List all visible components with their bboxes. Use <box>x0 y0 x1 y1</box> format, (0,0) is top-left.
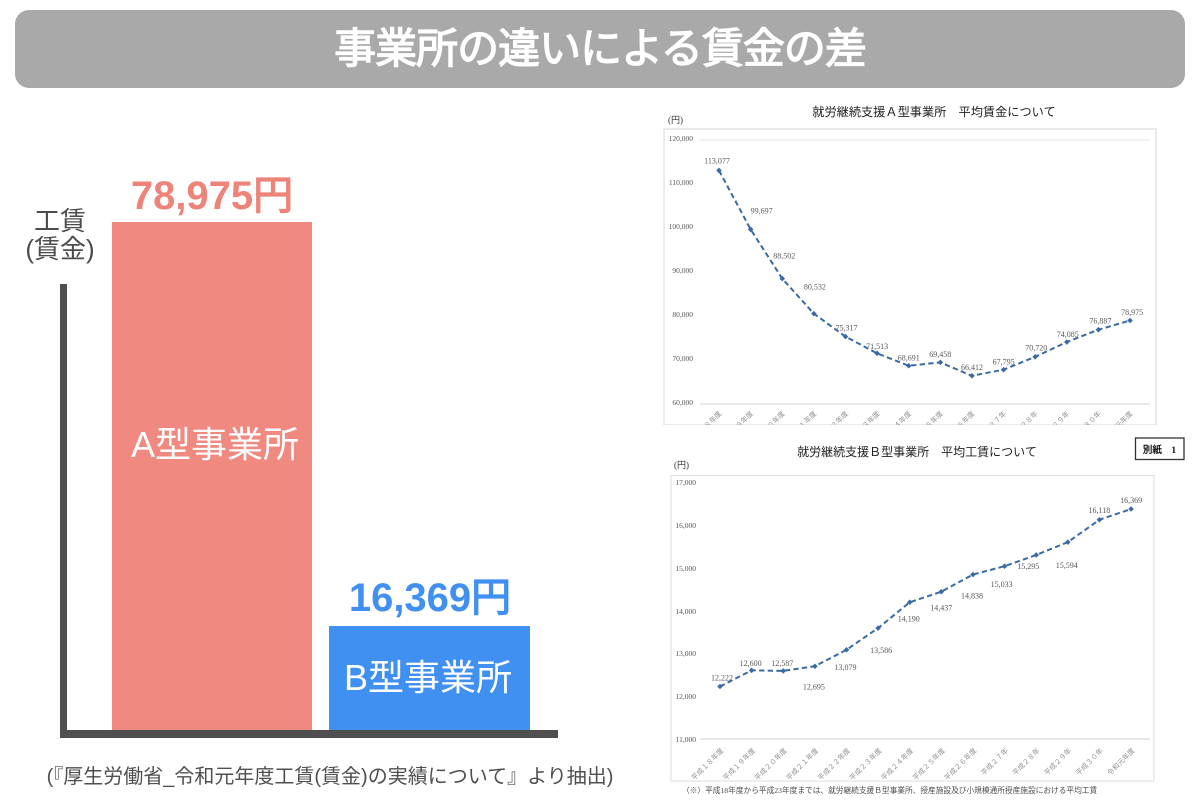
svg-text:別紙 1: 別紙 1 <box>1142 444 1177 456</box>
svg-text:(円): (円) <box>674 460 689 470</box>
svg-text:14,838: 14,838 <box>961 592 983 601</box>
svg-text:78,975: 78,975 <box>1121 308 1143 317</box>
svg-text:16,000: 16,000 <box>675 521 696 530</box>
svg-text:90,000: 90,000 <box>672 266 693 275</box>
svg-text:(円): (円) <box>668 115 683 125</box>
svg-text:88,502: 88,502 <box>773 252 795 261</box>
svg-text:16,118: 16,118 <box>1089 506 1111 515</box>
svg-text:15,033: 15,033 <box>991 580 1013 589</box>
svg-text:14,000: 14,000 <box>675 607 696 616</box>
svg-text:70,000: 70,000 <box>672 354 693 363</box>
svg-text:13,079: 13,079 <box>835 663 857 672</box>
svg-text:12,695: 12,695 <box>803 682 825 691</box>
svg-text:71,513: 71,513 <box>866 342 888 351</box>
svg-text:14,190: 14,190 <box>898 614 920 623</box>
svg-text:110,000: 110,000 <box>669 178 693 187</box>
svg-text:16,369: 16,369 <box>1120 496 1142 505</box>
svg-text:67,795: 67,795 <box>993 358 1015 367</box>
svg-text:15,295: 15,295 <box>1017 562 1039 571</box>
svg-text:74,085: 74,085 <box>1057 330 1079 339</box>
svg-text:75,317: 75,317 <box>836 324 858 333</box>
svg-text:76,887: 76,887 <box>1089 317 1111 326</box>
svg-text:100,000: 100,000 <box>669 222 694 231</box>
svg-text:70,720: 70,720 <box>1025 343 1047 352</box>
svg-text:就労継続支援Ｂ型事業所 平均工賃について: 就労継続支援Ｂ型事業所 平均工賃について <box>797 444 1037 459</box>
svg-text:15,594: 15,594 <box>1056 561 1078 570</box>
svg-text:13,586: 13,586 <box>870 646 892 655</box>
svg-text:就労継続支援Ａ型事業所 平均賃金について: 就労継続支援Ａ型事業所 平均賃金について <box>812 104 1055 119</box>
svg-text:60,000: 60,000 <box>672 398 693 407</box>
svg-text:99,697: 99,697 <box>751 206 773 215</box>
svg-text:13,000: 13,000 <box>675 649 696 658</box>
svg-text:12,600: 12,600 <box>740 659 762 668</box>
svg-text:80,000: 80,000 <box>672 310 693 319</box>
svg-text:11,000: 11,000 <box>676 735 697 744</box>
svg-text:68,691: 68,691 <box>898 353 920 362</box>
svg-text:14,437: 14,437 <box>930 604 952 613</box>
svg-text:69,458: 69,458 <box>929 350 951 359</box>
svg-text:113,077: 113,077 <box>704 157 730 166</box>
svg-text:12,000: 12,000 <box>675 692 696 701</box>
svg-text:66,412: 66,412 <box>961 363 983 372</box>
svg-text:（※）平成18年度から平成23年度までは、就労継続支援Ｂ型事: （※）平成18年度から平成23年度までは、就労継続支援Ｂ型事業所、授産施設及び小… <box>682 785 1097 795</box>
svg-text:17,000: 17,000 <box>675 478 696 487</box>
svg-text:120,000: 120,000 <box>669 134 694 143</box>
svg-text:12,222: 12,222 <box>711 674 733 683</box>
svg-text:12,587: 12,587 <box>771 659 793 668</box>
svg-text:80,532: 80,532 <box>804 283 826 292</box>
svg-text:15,000: 15,000 <box>675 564 696 573</box>
